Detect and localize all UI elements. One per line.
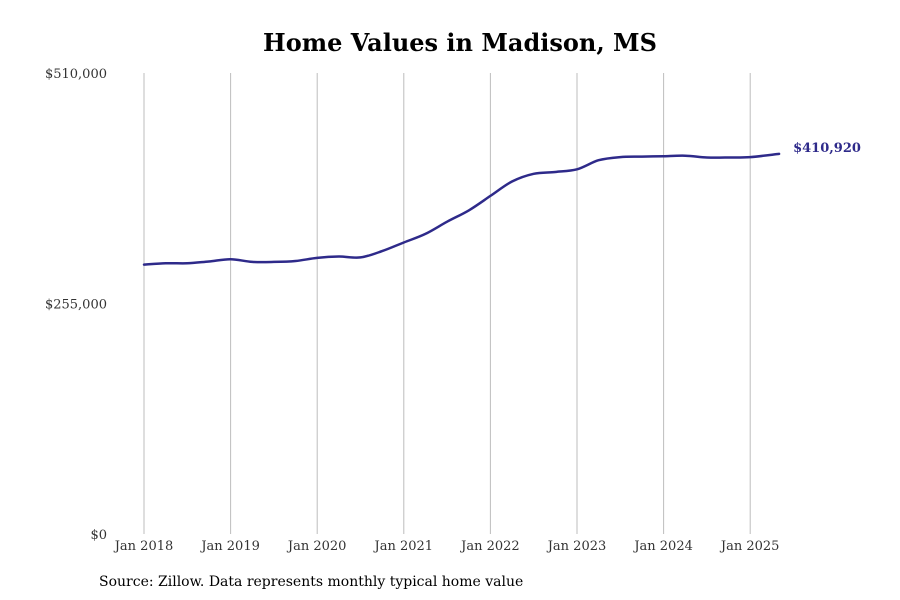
- y-tick-label: $0: [90, 528, 107, 543]
- x-tick-label: Jan 2024: [632, 539, 693, 554]
- x-tick-label: Jan 2021: [373, 539, 434, 554]
- x-tick-label: Jan 2018: [113, 539, 174, 554]
- grid-lines: [143, 73, 751, 534]
- x-tick-label: Jan 2023: [546, 539, 607, 554]
- y-tick-labels: $0 $255,000 $510,000: [45, 67, 107, 543]
- series-layer: $410,920: [142, 141, 861, 266]
- x-tick-label: Jan 2019: [199, 539, 260, 554]
- end-value-label: $410,920: [793, 141, 861, 156]
- x-tick-labels: Jan 2018 Jan 2019 Jan 2020 Jan 2021 Jan 2022…: [113, 539, 780, 554]
- series-line: [142, 152, 781, 266]
- source-note: Source: Zillow. Data represents monthly …: [99, 574, 524, 590]
- x-tick-label: Jan 2025: [719, 539, 780, 554]
- y-tick-label: $510,000: [45, 67, 107, 82]
- x-tick-label: Jan 2020: [286, 539, 347, 554]
- chart-title: Home Values in Madison, MS: [263, 28, 657, 57]
- y-tick-label: $255,000: [45, 298, 107, 313]
- x-tick-label: Jan 2022: [459, 539, 520, 554]
